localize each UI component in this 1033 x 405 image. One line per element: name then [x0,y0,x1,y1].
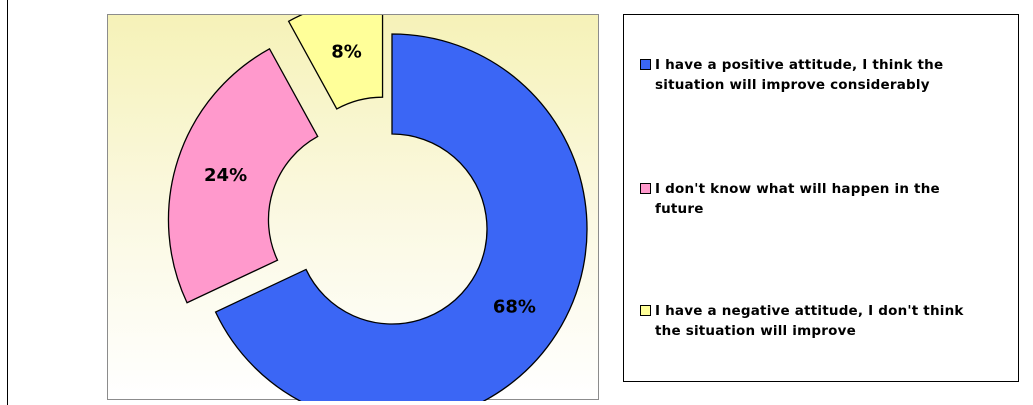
plot-area: 68% 24% 8% [107,14,599,401]
chart-frame [7,0,1033,405]
legend-swatch-unknown [640,183,651,194]
legend-label-unknown-line1: I don't know what will happen in the [655,181,940,197]
legend-item-unknown: I don't know what will happen in the fut… [640,179,1012,219]
data-label-positive: 68% [493,297,536,318]
legend-label-positive-line2: situation will improve considerably [655,77,930,93]
legend-label-negative-line2: the situation will improve [655,323,856,339]
legend: I have a positive attitude, I think the … [623,14,1019,382]
legend-label-unknown: I don't know what will happen in the fut… [655,179,940,219]
doughnut-chart: 68% 24% 8% [167,15,588,401]
slice-positive [214,33,588,401]
legend-label-unknown-line2: future [655,201,704,217]
legend-label-positive: I have a positive attitude, I think the … [655,55,943,95]
legend-label-positive-line1: I have a positive attitude, I think the [655,57,944,73]
data-label-unknown: 24% [204,165,247,186]
data-label-negative: 8% [331,42,362,63]
legend-item-negative: I have a negative attitude, I don't thin… [640,301,1012,341]
legend-item-positive: I have a positive attitude, I think the … [640,55,1012,95]
legend-swatch-negative [640,305,651,316]
legend-label-negative: I have a negative attitude, I don't thin… [655,301,964,341]
slice-unknown [167,47,319,304]
slice-negative [287,15,384,110]
legend-label-negative-line1: I have a negative attitude, I don't thin… [655,303,964,319]
legend-swatch-positive [640,59,651,70]
